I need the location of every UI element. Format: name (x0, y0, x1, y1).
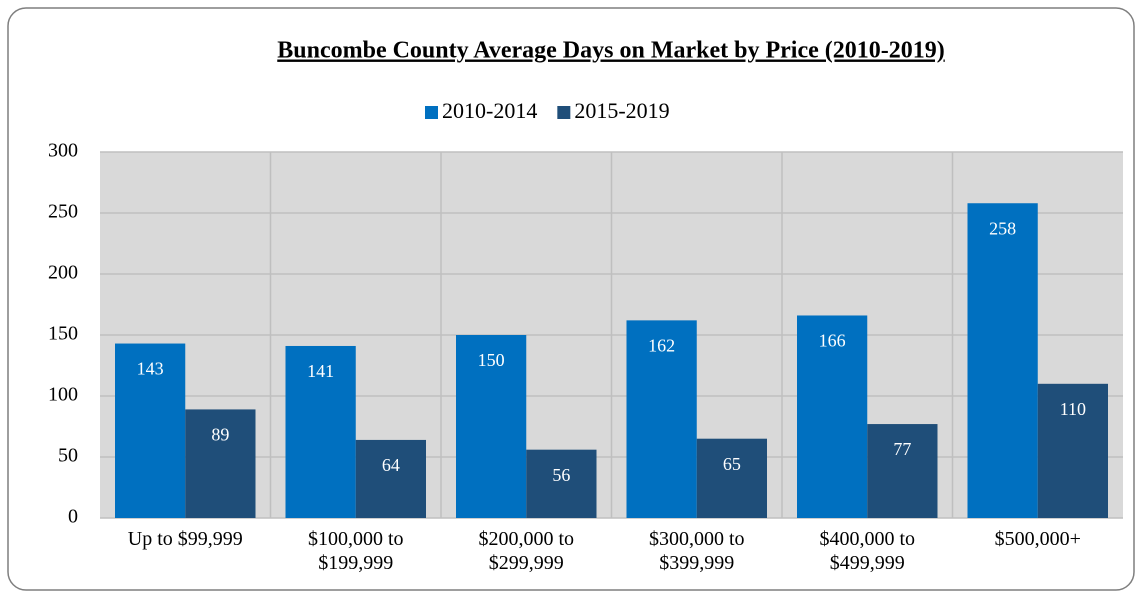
bar (626, 320, 697, 518)
bar (185, 409, 256, 518)
x-tick-label: $500,000+ (994, 528, 1081, 550)
y-tick-label: 250 (48, 201, 78, 223)
bar (696, 438, 767, 518)
y-tick-label: 150 (48, 323, 78, 345)
bar (526, 449, 597, 518)
bar (797, 315, 868, 518)
legend-swatch (557, 106, 571, 119)
y-tick-label: 50 (58, 445, 78, 467)
data-label: 56 (552, 465, 570, 485)
y-tick-label: 100 (48, 384, 78, 406)
x-tick-label: $100,000 to $199,999 (307, 528, 404, 574)
bar (1037, 383, 1108, 518)
legend-swatch (425, 106, 438, 119)
y-tick-label: 300 (48, 140, 78, 162)
data-label: 141 (307, 361, 334, 381)
data-label: 150 (478, 350, 505, 370)
bar (115, 343, 186, 518)
x-tick-label: Up to $99,999 (127, 528, 243, 550)
data-label: 143 (137, 359, 164, 379)
x-tick-label: $400,000 to $499,999 (819, 528, 916, 574)
bar (285, 345, 356, 518)
bar (456, 335, 527, 518)
data-label: 258 (989, 218, 1016, 238)
y-tick-label: 200 (48, 262, 78, 284)
data-label: 162 (648, 335, 675, 355)
data-label: 110 (1060, 399, 1086, 419)
bar (867, 424, 938, 518)
data-label: 77 (893, 439, 911, 459)
data-label: 65 (723, 454, 741, 474)
x-tick-label: $300,000 to $399,999 (648, 528, 745, 574)
bar (355, 439, 426, 518)
chart-title: Buncombe County Average Days on Market b… (277, 38, 944, 64)
x-tick-label: $200,000 to $299,999 (478, 528, 575, 574)
y-tick-label: 0 (68, 506, 78, 528)
data-label: 64 (382, 455, 400, 475)
data-label: 89 (211, 425, 229, 445)
legend-label: 2015-2019 (574, 98, 669, 123)
bar (967, 203, 1038, 519)
data-label: 166 (819, 331, 846, 351)
legend-label: 2010-2014 (442, 98, 537, 123)
